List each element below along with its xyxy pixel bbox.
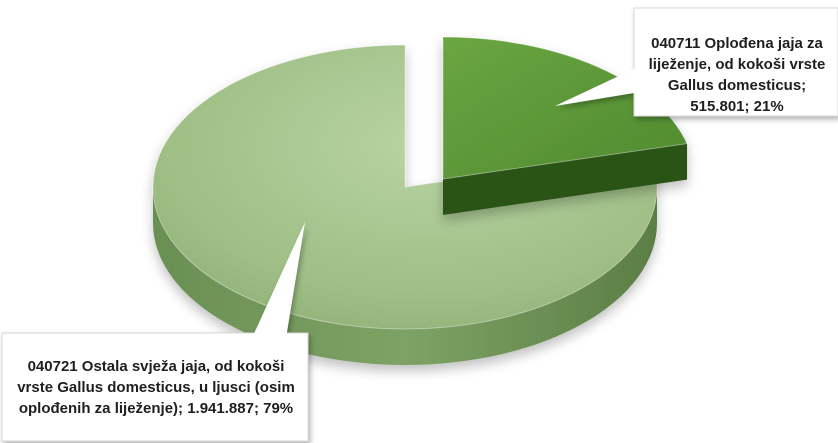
pie-slice-top: [152, 44, 658, 330]
slice-label-040721: 040721 Ostala svježa jaja, od kokoši vrs…: [17, 358, 295, 417]
pie-slice-top: [442, 36, 688, 180]
callout-box-040721: [1, 222, 309, 442]
pie-slice-040711: [442, 36, 688, 215]
callout-pointer: [252, 222, 305, 338]
pie-slice-edge: [443, 143, 688, 215]
callout-pointer: [555, 66, 640, 106]
callout-box-040711: [555, 7, 838, 117]
slice-label-040711: 040711 Oplođena jaja za liježenje, od ko…: [648, 35, 826, 115]
